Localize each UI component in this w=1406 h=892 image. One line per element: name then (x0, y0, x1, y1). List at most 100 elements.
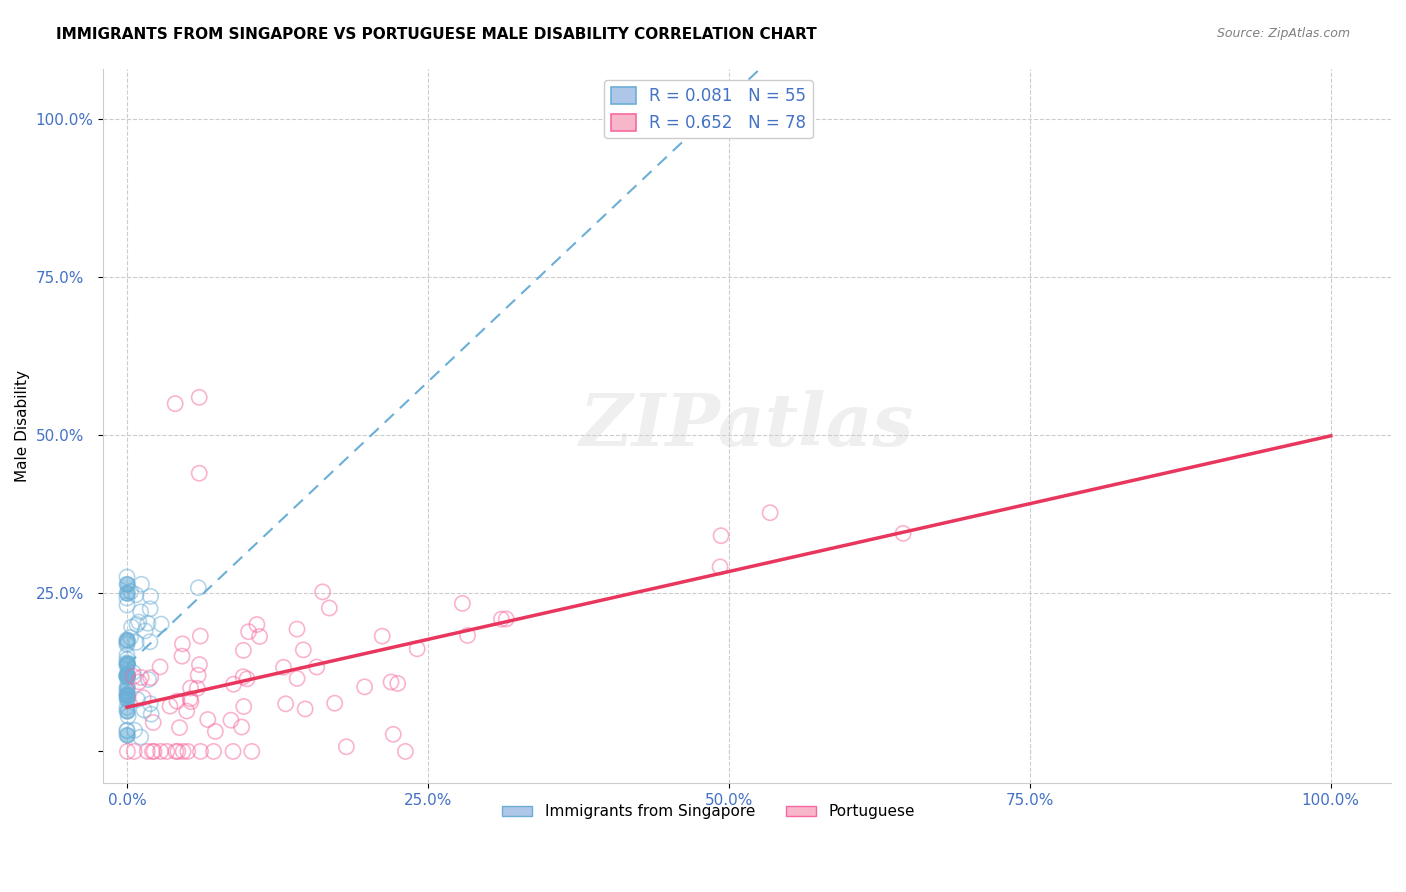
Point (115, 577, 138, 591)
Point (202, 744, 225, 758)
Point (115, 704, 138, 718)
Point (177, 744, 200, 758)
Point (120, 631, 142, 645)
Point (115, 577, 138, 591)
Point (129, 671, 152, 685)
Y-axis label: Male Disability: Male Disability (15, 370, 30, 482)
Point (125, 588, 148, 602)
Point (115, 657, 138, 671)
Point (139, 697, 162, 711)
Point (169, 721, 191, 735)
Point (710, 529, 733, 543)
Point (232, 643, 254, 657)
Point (115, 700, 138, 714)
Point (115, 692, 138, 706)
Point (141, 744, 163, 758)
Point (115, 570, 138, 584)
Point (156, 744, 179, 758)
Point (167, 744, 190, 758)
Point (115, 728, 138, 742)
Point (131, 577, 153, 591)
Point (187, 668, 209, 682)
Legend: Immigrants from Singapore, Portuguese: Immigrants from Singapore, Portuguese (496, 798, 921, 825)
Point (117, 744, 139, 758)
Point (139, 634, 162, 648)
Point (353, 680, 375, 694)
Point (491, 612, 513, 626)
Point (122, 744, 145, 758)
Point (132, 703, 155, 717)
Point (179, 691, 201, 706)
Point (115, 688, 138, 702)
Point (188, 629, 211, 643)
Point (115, 667, 138, 681)
Point (115, 656, 138, 670)
Point (115, 668, 138, 682)
Point (246, 617, 269, 632)
Point (115, 586, 138, 600)
Point (382, 727, 405, 741)
Point (457, 628, 479, 642)
Point (125, 617, 148, 632)
Point (115, 681, 138, 695)
Point (115, 723, 138, 737)
Text: Source: ZipAtlas.com: Source: ZipAtlas.com (1216, 27, 1350, 40)
Point (236, 672, 259, 686)
Point (136, 616, 159, 631)
Point (139, 602, 162, 616)
Point (115, 591, 138, 605)
Point (188, 657, 211, 672)
Point (139, 671, 162, 685)
Point (406, 641, 429, 656)
Point (128, 674, 150, 689)
Point (136, 744, 159, 758)
Text: IMMIGRANTS FROM SINGAPORE VS PORTUGUESE MALE DISABILITY CORRELATION CHART: IMMIGRANTS FROM SINGAPORE VS PORTUGUESE … (56, 27, 817, 42)
Point (115, 669, 138, 683)
Point (166, 694, 188, 708)
Point (285, 622, 308, 636)
Point (187, 581, 209, 595)
Point (115, 728, 138, 742)
Point (134, 624, 156, 638)
Point (273, 660, 295, 674)
Point (115, 632, 138, 647)
Point (305, 660, 328, 674)
Point (115, 652, 138, 666)
Point (141, 707, 163, 722)
Point (115, 636, 138, 650)
Point (115, 598, 138, 612)
Point (232, 699, 254, 714)
Point (222, 744, 245, 758)
Point (170, 649, 193, 664)
Point (115, 681, 138, 695)
Point (222, 677, 245, 691)
Point (115, 659, 138, 673)
Point (115, 669, 138, 683)
Point (238, 624, 260, 639)
Point (709, 560, 731, 574)
Point (149, 660, 172, 674)
Point (891, 526, 914, 541)
Point (172, 744, 194, 758)
Point (139, 590, 162, 604)
Point (176, 704, 198, 718)
Point (150, 617, 173, 632)
Point (165, 744, 187, 758)
Point (115, 638, 138, 652)
Point (115, 668, 138, 682)
Point (190, 744, 212, 758)
Point (115, 669, 138, 683)
Point (231, 720, 253, 734)
Point (165, 397, 187, 411)
Point (240, 744, 263, 758)
Point (115, 586, 138, 600)
Point (188, 466, 211, 480)
Point (122, 669, 145, 683)
Point (180, 681, 202, 695)
Point (125, 635, 148, 649)
Point (115, 657, 138, 671)
Point (115, 683, 138, 698)
Point (138, 673, 160, 687)
Point (335, 739, 357, 754)
Point (115, 632, 138, 647)
